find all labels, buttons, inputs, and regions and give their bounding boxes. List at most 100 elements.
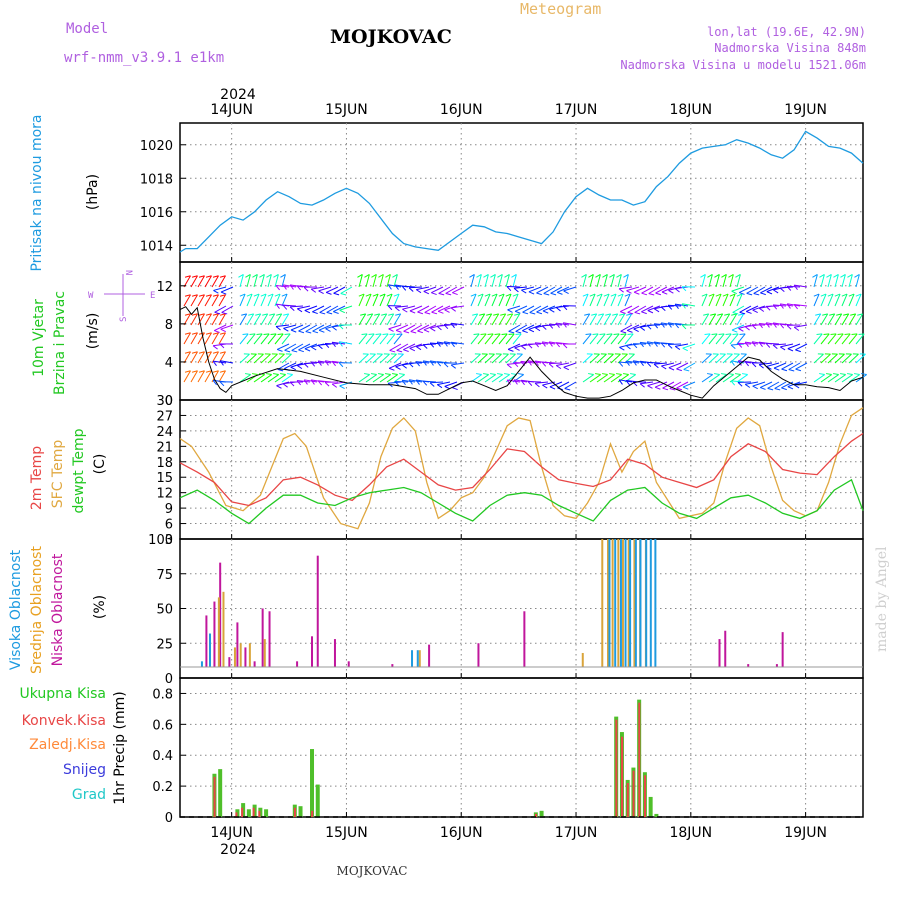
wind-barb (730, 343, 745, 346)
wind-barb (834, 313, 843, 326)
wind-barb (304, 305, 318, 311)
wind-barb-flag (626, 313, 632, 316)
wind-barb-flag (191, 313, 198, 316)
wind-barb-flag (515, 330, 522, 334)
pressure-ytick-label: 1016 (140, 206, 173, 221)
wind-barb (738, 360, 752, 364)
wind-barb-flag (417, 330, 424, 334)
wind-barb (197, 313, 205, 326)
wind-barb (470, 333, 480, 345)
wind-barb (507, 379, 521, 383)
wind-barb (542, 341, 556, 345)
wind-barb (318, 324, 332, 331)
wind-barb-flag (242, 333, 249, 335)
wind-barb (610, 353, 621, 364)
wind-barb-flag (730, 344, 736, 350)
wind-barb (417, 305, 430, 313)
clouds_low-bar (523, 611, 526, 667)
clouds_low-bar (213, 601, 216, 667)
wind-barb-flag (367, 313, 373, 316)
wind-barb-flag (620, 333, 627, 335)
wind-barb (715, 353, 726, 364)
wind-barb-flag (246, 293, 253, 297)
wind-barb (239, 274, 244, 288)
wind-barb (498, 274, 503, 288)
wind-barb (267, 313, 276, 326)
wind-barb (543, 286, 556, 294)
wind-barb-flag (508, 333, 515, 335)
wind-barb (701, 374, 713, 383)
wind-barb-flag (853, 373, 860, 376)
wind-barb-flag (184, 294, 191, 297)
wind-barb (274, 274, 279, 288)
clouds_low-bar (781, 632, 784, 667)
wind-barb (760, 286, 773, 294)
wind-barb (365, 333, 375, 345)
precip-ytick-label: 0 (165, 811, 173, 826)
wind-barb (365, 293, 372, 307)
wind-barb-flag (331, 326, 337, 331)
wind-barb-flag (542, 384, 548, 389)
wind-barb (759, 362, 773, 366)
wind-barb-flag (401, 285, 407, 291)
wind-barb (813, 374, 825, 383)
wind-barb-flag (730, 380, 736, 386)
wind-barb-flag (212, 313, 219, 316)
wind-barb (281, 313, 290, 326)
conv-precip-label: Konvek.Kisa (22, 713, 106, 729)
wind-barb-flag (646, 362, 652, 367)
wind-barb (780, 343, 794, 348)
clouds_mid-bar (621, 539, 624, 667)
wind-barbs (183, 274, 867, 391)
snow-label: Snijeg (63, 762, 106, 778)
wind-barb (528, 360, 542, 364)
wind-barb (290, 284, 304, 288)
wind-barb-flag (674, 303, 679, 309)
wind-barb (556, 362, 570, 366)
wind-barb-flag (284, 333, 291, 335)
wind-barb-flag (506, 286, 512, 291)
year-bottom: 2024 (220, 842, 256, 858)
pressure-unit: (hPa) (85, 174, 101, 210)
day-label-top: 16JUN (440, 102, 483, 118)
wind-barb-flag (795, 349, 801, 353)
wind-barb-flag (725, 333, 732, 335)
wind-barb (484, 313, 493, 326)
wind-barb (477, 353, 488, 364)
wind-barb (542, 305, 556, 312)
wind-barb-flag (512, 293, 519, 297)
wind-barb (701, 293, 708, 307)
x-axis-bottom: 14JUN 15JUN 16JUN 17JUN 18JUN 19JUN (210, 825, 827, 841)
wind-barb-flag (765, 322, 770, 328)
clouds_low-bar (391, 664, 394, 667)
wind-barb-flag (364, 274, 370, 278)
wind-barb (253, 274, 258, 288)
wind-barb-flag (388, 367, 395, 371)
wind-barb-flag (622, 373, 629, 376)
wind-barb-flag (639, 326, 646, 331)
wind-barb-flag (275, 326, 281, 331)
wind-barb-flag (317, 344, 323, 350)
wind-barb (786, 285, 801, 288)
wind-barb (204, 313, 212, 326)
wind-barb (582, 353, 593, 364)
wind-barb-flag (683, 368, 690, 372)
clouds_high-bar (639, 539, 642, 667)
wind-barb (766, 362, 780, 367)
wind-barb-flag (676, 387, 683, 391)
wind-barb-flag (772, 322, 777, 328)
wind-barb-flag (289, 306, 295, 311)
wind-barb (661, 342, 675, 345)
wind-barb-flag (283, 313, 289, 316)
wind-barb (444, 341, 458, 345)
total-precip-bar (252, 804, 257, 817)
wind-barb-flag (668, 289, 674, 294)
wind-barb (512, 274, 517, 288)
wind-barb-flag (648, 293, 655, 296)
wind-barb-flag (765, 306, 771, 311)
wind-barb-flag (627, 311, 634, 315)
wind-barb (498, 333, 508, 345)
wind-barb-flag (198, 275, 205, 278)
wind-barb (647, 305, 661, 311)
wind-barb (589, 274, 594, 288)
